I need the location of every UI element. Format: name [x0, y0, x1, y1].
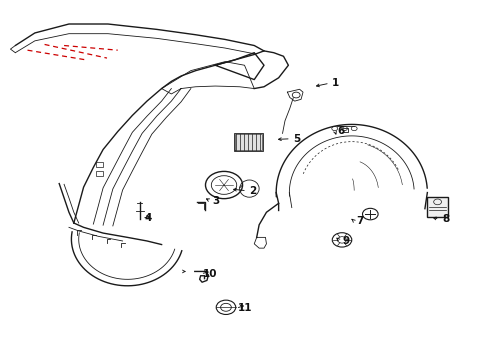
Text: 6: 6 [336, 126, 344, 135]
Text: 7: 7 [356, 216, 363, 226]
Text: 10: 10 [203, 269, 217, 279]
Circle shape [216, 300, 235, 315]
Text: 11: 11 [238, 303, 252, 314]
Circle shape [350, 126, 356, 131]
Text: 5: 5 [293, 134, 300, 144]
Circle shape [341, 126, 346, 131]
Text: 2: 2 [249, 186, 256, 196]
Text: 9: 9 [341, 236, 348, 246]
Circle shape [362, 208, 377, 220]
Circle shape [331, 126, 337, 131]
Bar [96, 162, 103, 167]
Text: 8: 8 [441, 215, 448, 224]
Bar [427, 197, 447, 217]
Text: 3: 3 [212, 196, 220, 206]
Text: 1: 1 [331, 78, 339, 88]
Circle shape [331, 233, 351, 247]
Text: 4: 4 [144, 213, 152, 223]
Bar [233, 133, 263, 151]
Bar [96, 171, 103, 176]
